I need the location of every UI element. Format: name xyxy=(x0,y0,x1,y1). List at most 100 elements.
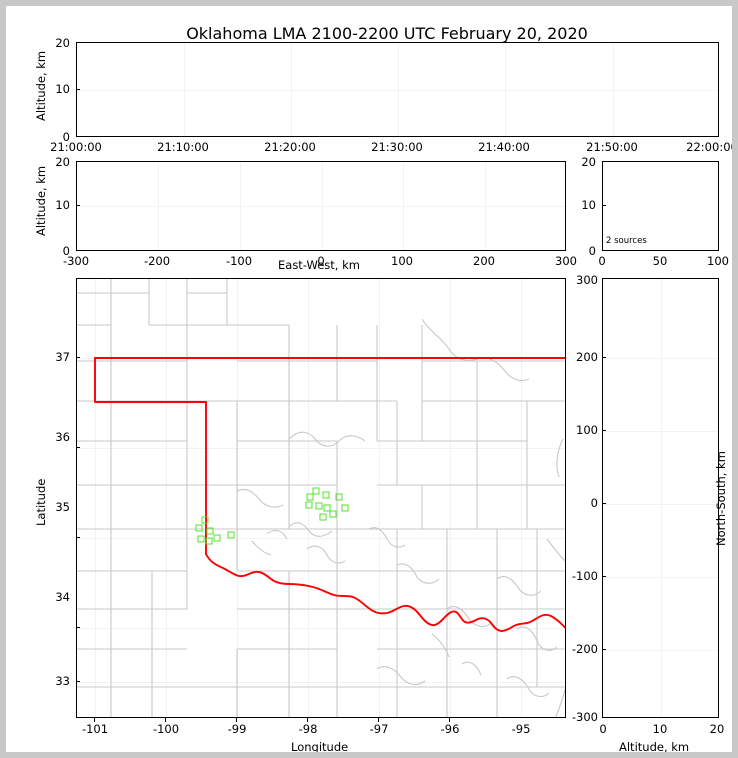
axis-tick-label: 20 xyxy=(581,155,596,169)
gridline-v xyxy=(308,279,309,717)
axis-tick-label: 10 xyxy=(581,198,596,212)
gridline-v xyxy=(95,279,96,717)
gridline-v xyxy=(166,279,167,717)
axis-tick-label: 37 xyxy=(55,350,70,364)
tick-mark xyxy=(449,718,451,722)
gridline-v xyxy=(450,279,451,717)
x-axis-title: Altitude, km xyxy=(619,740,690,754)
axis-tick-label: 36 xyxy=(55,430,70,444)
gridline-v xyxy=(661,279,662,717)
tick-mark xyxy=(602,357,606,359)
gridline-h xyxy=(603,358,718,359)
y-axis-title-secondary: North-South, km xyxy=(714,451,728,546)
lma-source-marker xyxy=(323,504,331,512)
gridline-v xyxy=(184,43,185,136)
tick-mark xyxy=(307,718,309,722)
tick-mark xyxy=(94,718,96,722)
gridline-v xyxy=(240,162,241,250)
gridline-v xyxy=(322,162,323,250)
axis-tick-label: 0 xyxy=(599,722,607,736)
panel-time-height[interactable] xyxy=(76,42,719,137)
y-axis-title: Altitude, km xyxy=(34,165,48,236)
axis-tick-label: 10 xyxy=(652,722,668,736)
panel-map-plan-view[interactable] xyxy=(76,278,566,718)
axis-tick-label: -200 xyxy=(143,254,171,268)
lma-source-marker xyxy=(201,516,209,524)
gridline-v xyxy=(485,162,486,250)
lma-source-marker xyxy=(329,510,337,518)
gridline-v xyxy=(291,43,292,136)
axis-tick-label: 21:20:00 xyxy=(264,140,316,154)
axis-tick-label: 33 xyxy=(55,674,70,688)
axis-tick-label: 10 xyxy=(55,82,70,96)
axis-tick-label: -95 xyxy=(511,722,531,736)
panel-altitude-histogram[interactable] xyxy=(602,161,719,251)
panel-eastwest-height[interactable] xyxy=(76,161,566,251)
axis-tick-label: 300 xyxy=(576,273,598,287)
axis-tick-label: 22:00:00 xyxy=(686,140,738,154)
axis-tick-label: 35 xyxy=(55,500,70,514)
x-axis-title: Longitude xyxy=(291,740,349,754)
axis-tick-label: -101 xyxy=(81,722,109,736)
tick-mark xyxy=(76,205,80,207)
y-axis-title: Altitude, km xyxy=(34,50,48,121)
tick-mark xyxy=(378,718,380,722)
lma-source-marker xyxy=(305,501,313,509)
gridline-v xyxy=(158,162,159,250)
axis-tick-label: -100 xyxy=(152,722,180,736)
lma-source-marker xyxy=(195,524,203,532)
gridline-v xyxy=(613,43,614,136)
y-axis-title: Latitude xyxy=(34,478,48,526)
tick-mark xyxy=(602,430,606,432)
lma-source-marker xyxy=(213,534,221,542)
lma-source-marker xyxy=(205,537,213,545)
lma-source-marker xyxy=(197,535,205,543)
lma-source-marker xyxy=(335,493,343,501)
axis-tick-label: -100 xyxy=(571,569,598,583)
axis-tick-label: 21:40:00 xyxy=(478,140,530,154)
gridline-v xyxy=(403,162,404,250)
axis-tick-label: 0 xyxy=(62,130,70,144)
tick-mark xyxy=(76,537,80,539)
gridline-h xyxy=(77,90,718,91)
axis-tick-label: 21:10:00 xyxy=(157,140,209,154)
lma-source-marker xyxy=(227,531,235,539)
x-axis-title: East-West, km xyxy=(278,258,360,272)
axis-tick-label: 100 xyxy=(576,423,598,437)
lma-source-marker xyxy=(306,493,314,501)
axis-tick-label: 300 xyxy=(555,254,577,268)
axis-tick-label: -98 xyxy=(298,722,318,736)
source-count-label: 2 sources xyxy=(606,236,647,246)
tick-mark xyxy=(76,447,80,449)
axis-tick-label: 0 xyxy=(317,254,325,268)
tick-mark xyxy=(76,357,80,359)
axis-tick-label: -200 xyxy=(571,642,598,656)
axis-tick-label: 10 xyxy=(55,198,70,212)
axis-tick-label: 100 xyxy=(391,254,413,268)
lma-source-marker xyxy=(315,502,323,510)
axis-tick-label: 0 xyxy=(588,244,596,258)
axis-tick-label: 21:30:00 xyxy=(371,140,423,154)
panel-northsouth-height[interactable] xyxy=(602,278,719,718)
axis-tick-label: -300 xyxy=(62,254,90,268)
tick-mark xyxy=(76,627,80,629)
axis-tick-label: 0 xyxy=(598,254,606,268)
axis-tick-label: 20 xyxy=(709,722,725,736)
gridline-v xyxy=(379,279,380,717)
axis-tick-label: 0 xyxy=(62,244,70,258)
tick-mark xyxy=(76,681,80,683)
lma-source-marker xyxy=(312,487,320,495)
axis-tick-label: 50 xyxy=(652,254,668,268)
tick-mark xyxy=(165,718,167,722)
axis-tick-label: 200 xyxy=(473,254,495,268)
tick-mark xyxy=(602,503,606,505)
gridline-h xyxy=(77,538,565,539)
axis-tick-label: -97 xyxy=(369,722,389,736)
gridline-h xyxy=(77,682,565,683)
page-title: Oklahoma LMA 2100-2200 UTC February 20, … xyxy=(186,24,588,43)
axis-tick-label: 21:50:00 xyxy=(586,140,638,154)
tick-mark xyxy=(602,205,606,207)
axis-tick-label: 100 xyxy=(707,254,729,268)
gridline-v xyxy=(521,279,522,717)
gridline-h xyxy=(603,504,718,505)
